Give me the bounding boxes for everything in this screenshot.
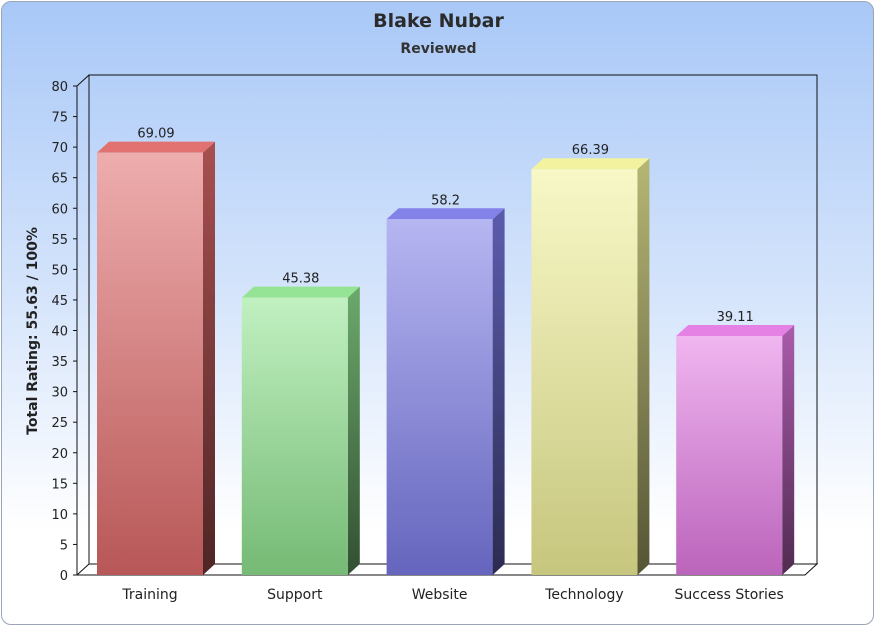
bar-value-label: 39.11 [717, 310, 754, 325]
x-tick-label: Technology [544, 587, 623, 603]
y-tick-label: 65 [51, 172, 68, 187]
y-axis-label: Total Rating: 55.63 / 100% [25, 227, 41, 435]
bar-top [241, 286, 360, 298]
y-tick-label: 60 [51, 202, 68, 217]
bar-top [386, 208, 505, 220]
y-tick-label: 55 [51, 233, 68, 248]
bar-value-label: 69.09 [137, 127, 174, 142]
chart-subtitle: Reviewed [400, 41, 477, 57]
y-tick-label: 80 [51, 80, 68, 95]
bar [97, 152, 203, 575]
bar [531, 169, 638, 575]
y-tick-label: 25 [51, 416, 68, 431]
y-tick-label: 20 [51, 447, 68, 462]
x-tick-label: Support [267, 587, 323, 603]
y-tick-label: 75 [51, 111, 68, 126]
bar-top [676, 324, 795, 336]
y-tick-label: 45 [51, 294, 68, 309]
x-tick-label: Website [412, 587, 468, 603]
y-tick-label: 0 [60, 569, 68, 584]
chart-title: Blake Nubar [373, 10, 504, 32]
bar-value-label: 58.2 [431, 193, 460, 208]
y-tick-label: 50 [51, 263, 68, 278]
bar-side [492, 208, 505, 575]
y-tick-label: 70 [51, 141, 68, 156]
bar [241, 297, 348, 575]
y-axis-top-edge [76, 74, 90, 87]
bar-top [97, 141, 215, 153]
y-tick-label: 10 [51, 508, 68, 523]
bar-value-label: 66.39 [572, 143, 609, 158]
bar [386, 219, 493, 575]
bar [676, 335, 783, 575]
x-tick-label: Training [121, 587, 177, 603]
bar-side [203, 141, 215, 575]
bar-side [782, 324, 795, 575]
bar-top [531, 158, 650, 170]
x-tick-label: Success Stories [675, 587, 784, 603]
bar-side [637, 158, 650, 575]
y-tick-label: 35 [51, 355, 68, 370]
bar-side [347, 286, 360, 575]
bar-value-label: 45.38 [282, 272, 319, 287]
y-tick-label: 40 [51, 325, 68, 340]
y-tick-label: 15 [51, 477, 68, 492]
y-tick-label: 30 [51, 386, 68, 401]
y-tick-label: 5 [60, 538, 68, 553]
